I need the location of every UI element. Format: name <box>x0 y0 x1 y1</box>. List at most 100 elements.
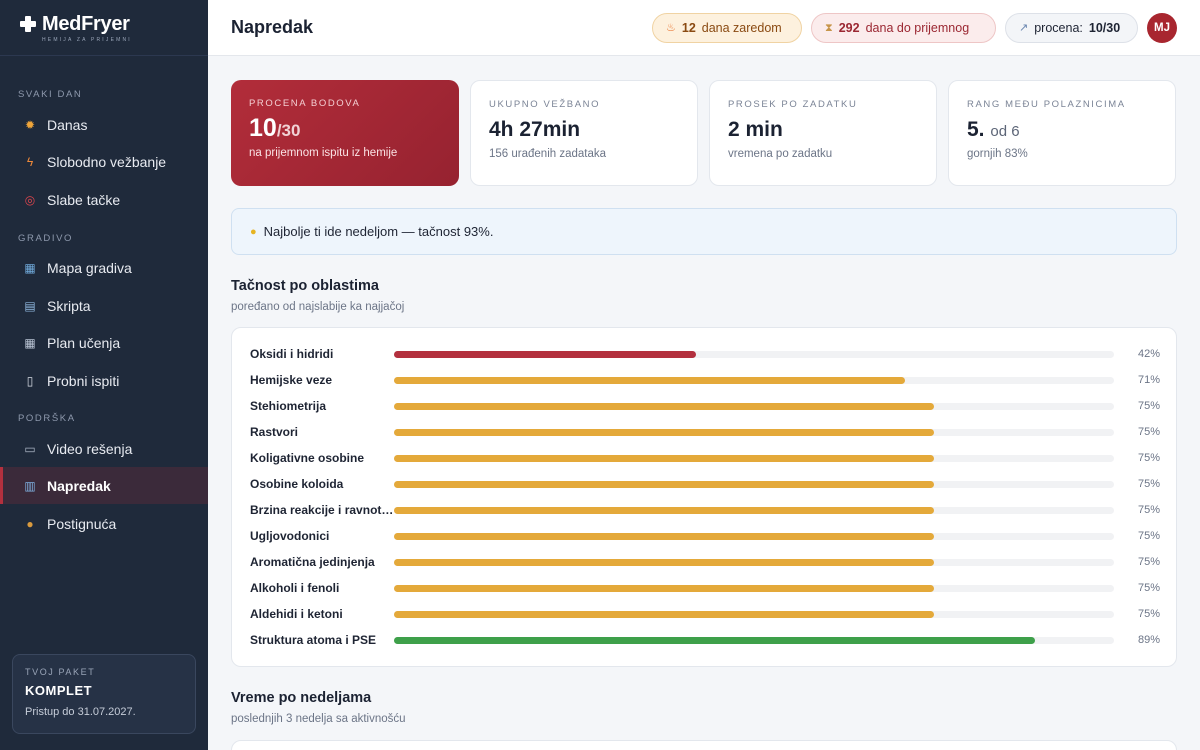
stat-label: Procena bodova <box>249 98 361 109</box>
top-bar: Napredak ♨ 12 dana zaredom ⧗ 292 dana do… <box>208 0 1200 56</box>
accuracy-bar-track <box>394 350 1114 358</box>
sidebar-item-study-plan[interactable]: ▦ Plan učenja <box>0 324 208 361</box>
sidebar-item-weak-points[interactable]: ◎ Slabe tačke <box>0 181 208 218</box>
stat-sub: vremena po zadatku <box>728 148 833 160</box>
accuracy-row-name: Aldehidi i ketoni <box>250 607 343 621</box>
accuracy-bar-fill <box>394 428 934 436</box>
accuracy-row-name: Alkoholi i fenoli <box>250 581 340 595</box>
sidebar-item-label: Slabe tačke <box>47 191 121 208</box>
document-icon: ▯ <box>26 373 34 388</box>
video-icon: ▭ <box>24 441 36 456</box>
accuracy-bar-track <box>394 376 1114 384</box>
lightning-icon: ϟ <box>26 154 34 169</box>
sidebar-item-achievements[interactable]: ● Postignuća <box>0 505 208 542</box>
accuracy-bar-track <box>394 506 1114 514</box>
accuracy-bar-fill <box>394 532 934 540</box>
stat-value: 4h 27min <box>489 118 581 141</box>
logo[interactable]: MedFryer Hemija za prijemni <box>0 0 208 56</box>
accuracy-row-name: Osobine koloida <box>250 477 344 491</box>
sidebar-item-label: Danas <box>47 116 88 133</box>
accuracy-bar-fill <box>394 584 934 592</box>
accuracy-row: Oksidi i hidridi 42% <box>250 341 1160 367</box>
score-value: 10/30 <box>1088 21 1121 35</box>
trend-chart-icon: ↗ <box>1019 21 1029 34</box>
sidebar-item-label: Napredak <box>47 477 111 494</box>
accuracy-row-percent: 75% <box>1137 452 1160 464</box>
accuracy-row-percent: 42% <box>1137 348 1160 360</box>
accuracy-row-percent: 75% <box>1137 504 1160 516</box>
stat-card-avg-per-task: Prosek po zadatku 2 min vremena po zadat… <box>709 80 937 186</box>
accuracy-row-percent: 75% <box>1137 608 1160 620</box>
accuracy-row: Alkoholi i fenoli 75% <box>250 575 1160 601</box>
stat-value: 5. od 6 <box>967 118 1020 141</box>
accuracy-row-percent: 75% <box>1137 582 1160 594</box>
score-badge[interactable]: ↗ procena: 10/30 <box>1005 13 1138 43</box>
stat-label: Ukupno vežbano <box>489 99 601 110</box>
nav-section-daily: Svaki dan <box>18 89 83 100</box>
package-access: Pristup do 31.07.2027. <box>25 706 136 718</box>
sidebar-item-label: Plan učenja <box>47 334 121 351</box>
lightbulb-icon: ● <box>250 225 257 238</box>
avatar[interactable]: MJ <box>1147 13 1177 43</box>
hourglass-icon: ⧗ <box>825 21 833 34</box>
sidebar-item-today[interactable]: ✹ Danas <box>0 106 208 143</box>
accuracy-bar-fill <box>394 402 934 410</box>
app-tagline: Hemija za prijemni <box>42 36 132 43</box>
package-card[interactable]: Tvoj paket KOMPLET Pristup do 31.07.2027… <box>12 654 196 734</box>
book-icon: ▤ <box>24 298 36 313</box>
streak-badge[interactable]: ♨ 12 dana zaredom <box>652 13 802 43</box>
accuracy-row-percent: 75% <box>1137 400 1160 412</box>
streak-value: 12 <box>681 21 696 35</box>
accuracy-row: Koligativne osobine 75% <box>250 445 1160 471</box>
accuracy-row-percent: 71% <box>1137 374 1160 386</box>
accuracy-row-name: Koligativne osobine <box>250 451 365 465</box>
accuracy-row-name: Hemijske veze <box>250 373 333 387</box>
sidebar-item-script[interactable]: ▤ Skripta <box>0 287 208 324</box>
page-title: Napredak <box>231 17 314 37</box>
nav-section-material: Gradivo <box>18 233 74 244</box>
score-label: procena: <box>1034 21 1083 35</box>
sidebar-item-label: Slobodno vežbanje <box>47 153 167 170</box>
accuracy-bar-fill <box>394 376 906 384</box>
package-name: KOMPLET <box>25 683 93 698</box>
stat-card-score: Procena bodova 10/30 na prijemnom ispitu… <box>231 80 459 186</box>
insight-tip: ● Najbolje ti ide nedeljom — tačnost 93%… <box>231 208 1177 255</box>
nav-section-support: Podrška <box>18 413 76 424</box>
sidebar-item-mock-exams[interactable]: ▯ Probni ispiti <box>0 362 208 399</box>
accuracy-bar-fill <box>394 480 934 488</box>
accuracy-card: Oksidi i hidridi 42% Hemijske veze 71% Stehi… <box>231 327 1177 667</box>
stat-card-rank: Rang među polaznicima 5. od 6 gornjih 83… <box>948 80 1176 186</box>
stat-value: 10/30 <box>249 114 301 142</box>
sidebar-item-progress[interactable]: ▥ Napredak <box>0 467 208 504</box>
chart-icon: ▥ <box>24 478 36 493</box>
accuracy-row: Ugljovodonici 75% <box>250 523 1160 549</box>
stat-sub: na prijemnom ispitu iz hemije <box>249 147 398 159</box>
map-icon: ▦ <box>24 260 36 275</box>
accuracy-bar-track <box>394 480 1114 488</box>
accuracy-row-name: Oksidi i hidridi <box>250 347 334 361</box>
accuracy-bar-fill <box>394 506 934 514</box>
stat-card-total-practice: Ukupno vežbano 4h 27min 156 urađenih zad… <box>470 80 698 186</box>
accuracy-bar-track <box>394 636 1114 644</box>
sun-icon: ✹ <box>24 117 36 132</box>
accuracy-bar-fill <box>394 454 934 462</box>
tip-text: Najbolje ti ide nedeljom — tačnost 93%. <box>263 224 494 239</box>
sidebar-item-video-solutions[interactable]: ▭ Video rešenja <box>0 430 208 467</box>
streak-label: dana zaredom <box>701 21 782 35</box>
stat-sub: 156 urađenih zadataka <box>489 148 607 160</box>
sidebar-item-label: Video rešenja <box>47 440 133 457</box>
accuracy-row: Struktura atoma i PSE 89% <box>250 627 1160 653</box>
weekly-subtitle: poslednjih 3 nedelja sa aktivnošću <box>231 713 406 725</box>
sidebar-item-material-map[interactable]: ▦ Mapa gradiva <box>0 249 208 286</box>
accuracy-row: Osobine koloida 75% <box>250 471 1160 497</box>
accuracy-row-name: Struktura atoma i PSE <box>250 633 377 647</box>
sidebar-item-label: Skripta <box>47 297 91 314</box>
sidebar-item-label: Mapa gradiva <box>47 259 132 276</box>
accuracy-row-name: Ugljovodonici <box>250 529 330 543</box>
days-left-badge[interactable]: ⧗ 292 dana do prijemnog <box>811 13 996 43</box>
sidebar-item-free-practice[interactable]: ϟ Slobodno vežbanje <box>0 143 208 180</box>
weekly-card <box>231 740 1177 750</box>
accuracy-bar-fill <box>394 558 934 566</box>
accuracy-bar-track <box>394 428 1114 436</box>
stat-label: Rang među polaznicima <box>967 99 1126 110</box>
